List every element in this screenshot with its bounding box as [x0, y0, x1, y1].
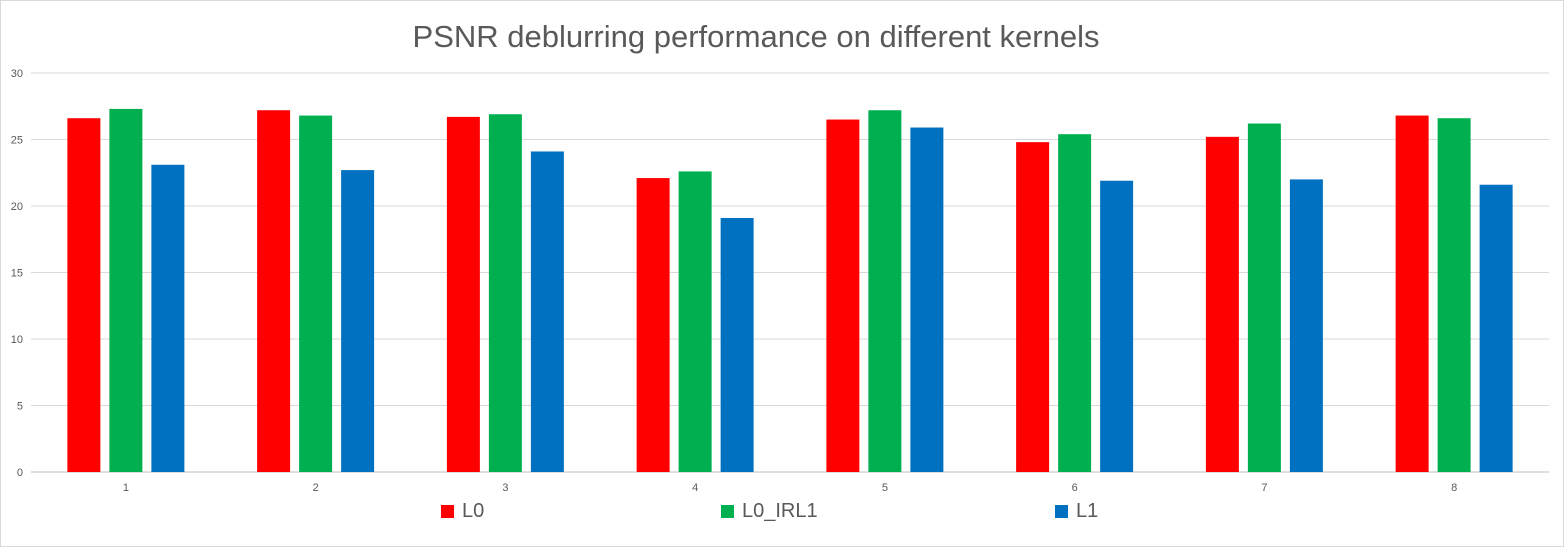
bar-l0-irl1-1: [109, 108, 143, 472]
bar-l0-irl1-3: [488, 114, 522, 472]
bar-l0-irl1-4: [678, 171, 712, 473]
chart-title: PSNR deblurring performance on different…: [412, 19, 1100, 54]
x-tick-label: 5: [882, 482, 888, 494]
bar-l1-7: [1289, 179, 1323, 472]
y-tick-label: 5: [17, 401, 23, 413]
bar-l0-irl1-8: [1437, 118, 1471, 472]
bar-l0-7: [1205, 136, 1239, 472]
bar-l1-2: [341, 170, 375, 472]
x-tick-label: 7: [1261, 482, 1267, 494]
y-tick-label: 10: [11, 334, 23, 346]
legend-item-l0-irl1: L0_IRL1: [721, 500, 818, 523]
legend-item-l0: L0: [441, 500, 484, 523]
x-tick-label: 1: [123, 482, 129, 494]
bar-l1-5: [910, 127, 944, 472]
bar-l1-3: [530, 151, 564, 472]
bar-l0-irl1-6: [1058, 134, 1092, 472]
bar-l0-irl1-7: [1247, 123, 1281, 472]
bar-l0-6: [1016, 142, 1050, 472]
bar-l1-8: [1479, 184, 1513, 472]
bar-l0-2: [257, 110, 291, 473]
bar-l0-3: [446, 116, 480, 472]
y-tick-label: 30: [11, 68, 23, 80]
legend-label: L1: [1076, 500, 1099, 522]
x-tick-label: 8: [1451, 482, 1457, 494]
y-tick-label: 25: [11, 135, 23, 147]
bar-l1-6: [1100, 180, 1134, 473]
chart-legend: L0 L0_IRL1 L1: [1, 500, 1564, 530]
bar-l1-1: [151, 164, 185, 472]
x-tick-label: 2: [313, 482, 319, 494]
bar-l0-1: [67, 118, 101, 472]
y-tick-label: 15: [11, 268, 23, 280]
bar-l0-irl1-2: [299, 115, 333, 472]
x-tick-label: 6: [1072, 482, 1078, 494]
bar-l0-4: [636, 178, 670, 472]
legend-swatch: [441, 505, 454, 518]
legend-label: L0_IRL1: [742, 500, 818, 522]
legend-label: L0: [462, 500, 485, 522]
legend-swatch: [1055, 505, 1068, 518]
x-tick-label: 4: [692, 482, 698, 494]
bar-l0-irl1-5: [868, 110, 902, 473]
bar-l0-5: [826, 119, 860, 473]
legend-swatch: [721, 505, 734, 518]
x-tick-label: 3: [502, 482, 508, 494]
y-tick-label: 0: [17, 467, 23, 479]
legend-item-l1: L1: [1055, 500, 1098, 523]
bar-l0-8: [1395, 115, 1429, 472]
bar-l1-4: [720, 217, 754, 472]
y-tick-label: 20: [11, 201, 23, 213]
